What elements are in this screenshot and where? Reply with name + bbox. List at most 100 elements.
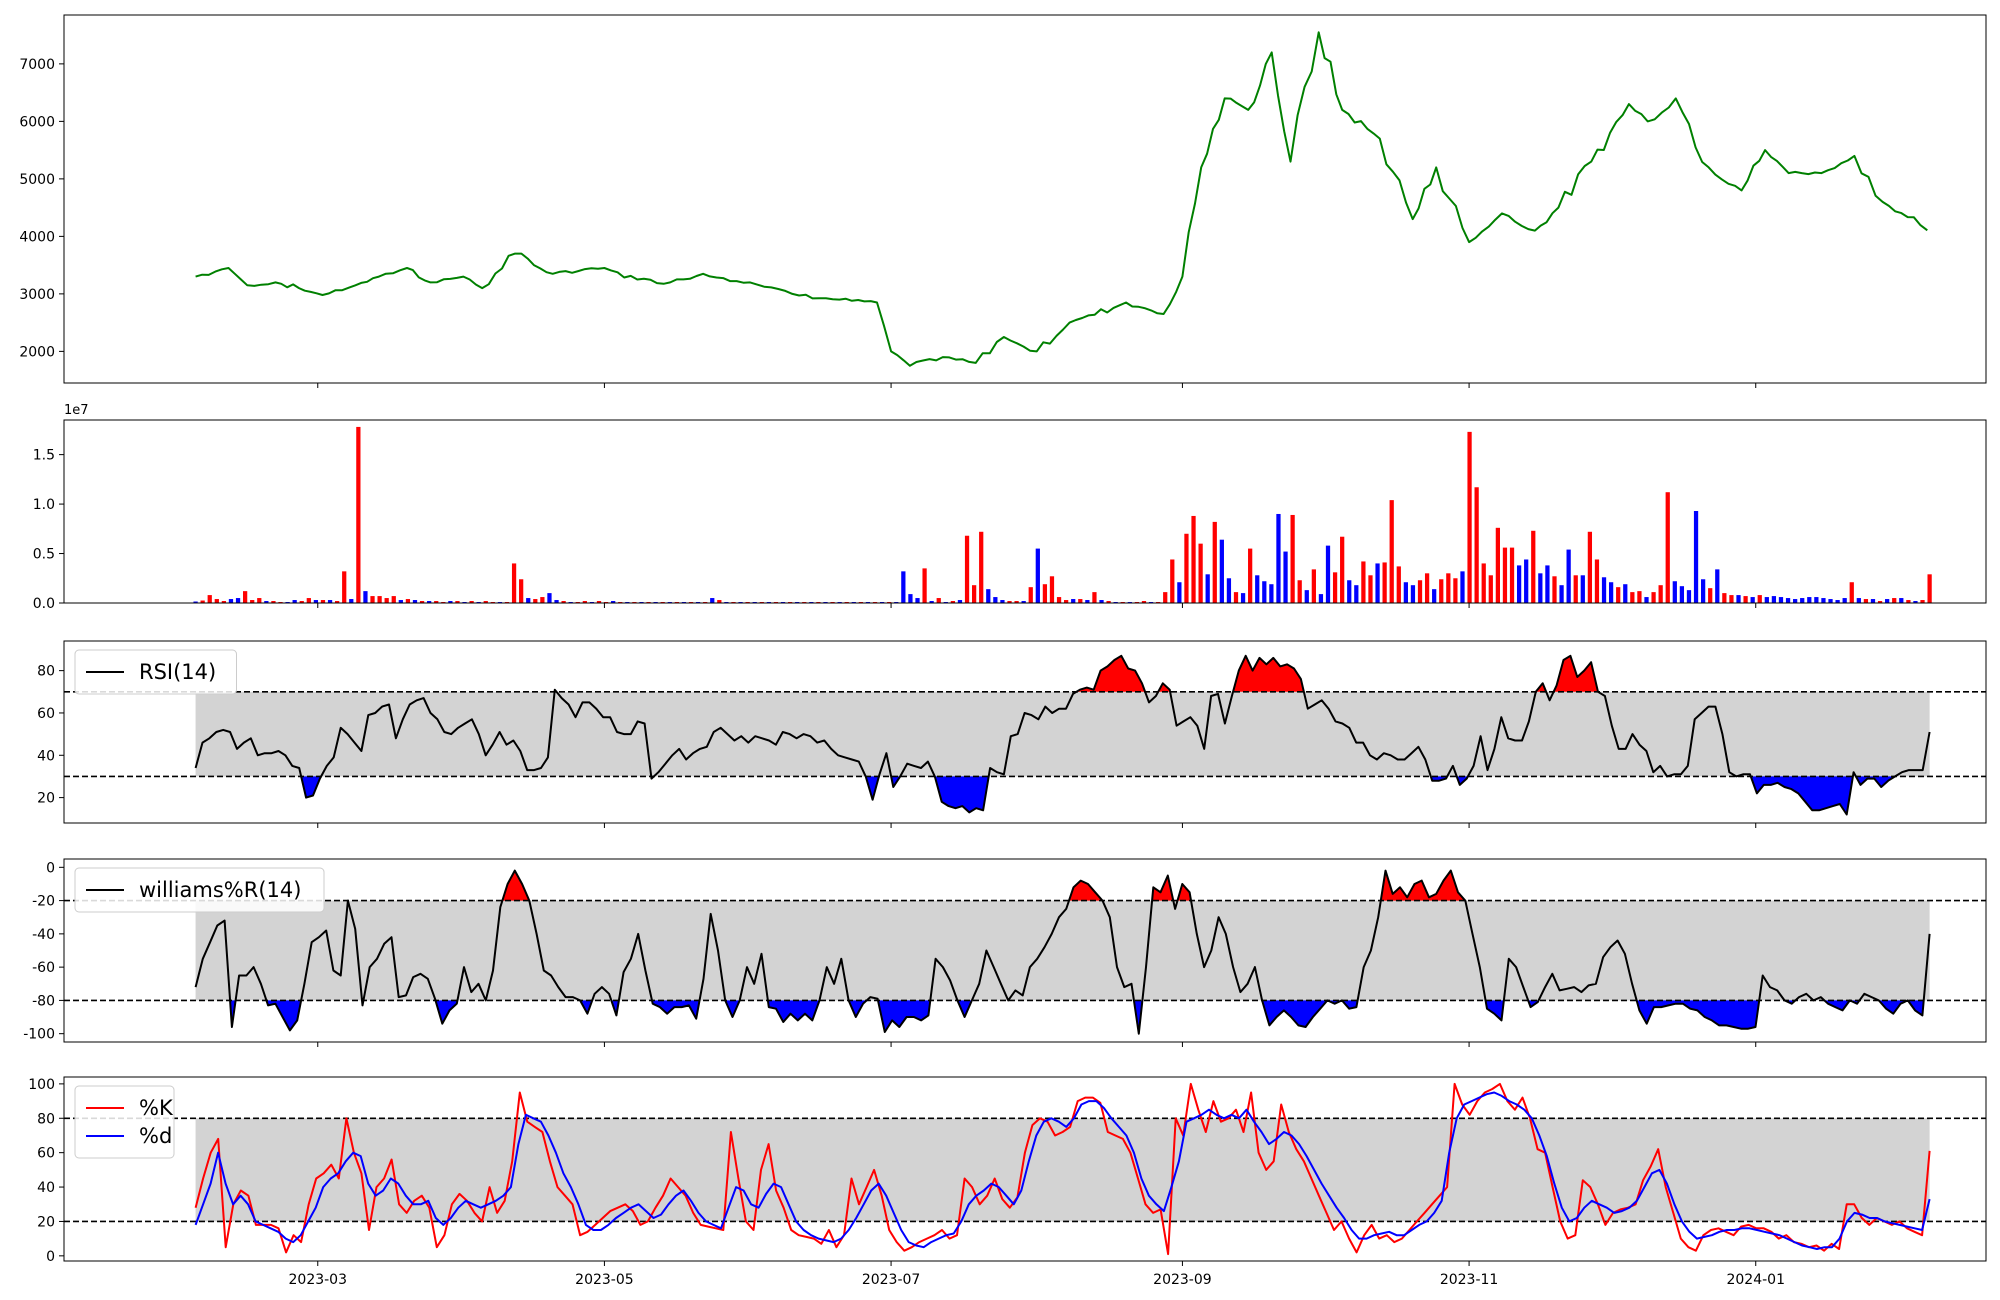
stochastic-band — [195, 1118, 1930, 1222]
rsi-y-tick-label: 60 — [37, 706, 55, 722]
volume-bar — [979, 531, 984, 603]
volume-bar — [1722, 593, 1727, 603]
volume-bar — [1877, 601, 1883, 603]
williams-y-tick-label: -20 — [32, 894, 55, 910]
stochastic-x-tick-label: 2023-05 — [575, 1272, 634, 1288]
volume-bar — [391, 596, 396, 603]
stochastic-panel-frame — [63, 1076, 1987, 1262]
volume-bar — [235, 598, 241, 603]
rsi-oversold-fill — [301, 776, 322, 798]
williams-legend-box — [74, 867, 325, 913]
price-panel-frame — [63, 14, 1987, 384]
volume-bar — [1863, 599, 1869, 603]
volume-bar — [1679, 586, 1685, 603]
volume-bar — [243, 591, 248, 603]
volume-bar — [1701, 579, 1706, 603]
volume-bar — [915, 598, 920, 603]
stochastic-y-tick-label: 60 — [37, 1146, 55, 1162]
volume-bar — [1184, 533, 1189, 603]
volume-bar — [519, 579, 524, 603]
volume-bar — [1014, 601, 1019, 603]
rsi-band — [195, 691, 1930, 777]
volume-bar — [1785, 598, 1791, 603]
volume-bar — [1849, 582, 1854, 603]
rsi-line — [194, 654, 1931, 816]
williams-line — [194, 869, 1931, 1035]
volume-bar — [1255, 575, 1260, 603]
williams-legend-label: williams%R(14) — [139, 878, 301, 902]
volume-bar — [1417, 580, 1423, 603]
rsi-oversold-fill — [865, 776, 879, 800]
volume-bar — [335, 601, 340, 603]
rsi-oversold-fill — [1855, 776, 1896, 787]
volume-bar — [1587, 531, 1593, 603]
williams-overbought-fill — [502, 870, 530, 901]
volume-bar — [1424, 573, 1430, 603]
williams-oversold-fill — [1636, 1000, 1760, 1029]
volume-bar — [1453, 578, 1458, 603]
volume-bar — [1623, 584, 1628, 603]
volume-bar — [1177, 582, 1182, 603]
volume-bar — [1340, 536, 1345, 603]
volume-bar — [1630, 592, 1635, 603]
volume-bar — [1481, 563, 1486, 603]
rsi-oversold-fill — [1430, 776, 1448, 781]
rsi-y-tick-label: 20 — [37, 791, 55, 807]
volume-bar — [957, 600, 963, 603]
volume-bar — [1049, 576, 1055, 603]
rsi-legend-box — [74, 649, 237, 695]
williams-oversold-fill — [651, 1000, 700, 1019]
price-y-tick-label: 5000 — [19, 172, 55, 188]
stochastic-x-tick-label: 2023-03 — [289, 1272, 348, 1288]
rsi-legend-label: RSI(14) — [139, 660, 216, 684]
volume-bar — [1637, 591, 1642, 603]
rsi-overbought-fill — [1076, 655, 1146, 692]
volume-bar — [1828, 599, 1833, 603]
price-line — [195, 31, 1928, 367]
williams-legend: williams%R(14) — [74, 867, 325, 913]
volume-bar — [526, 598, 531, 603]
volume-bar — [1686, 590, 1692, 603]
price-y-tick-label: 4000 — [19, 229, 55, 245]
volume-bar — [1092, 592, 1097, 603]
rsi-oversold-fill — [934, 776, 989, 813]
rsi-overbought-fill — [1158, 683, 1171, 692]
volume-bar — [356, 426, 361, 603]
volume-bar — [1163, 592, 1168, 603]
volume-bar — [1524, 559, 1529, 603]
volume-offset-label: 1e7 — [64, 403, 89, 418]
stochastic-y-tick-label: 40 — [37, 1180, 55, 1196]
volume-bar — [1757, 595, 1762, 603]
volume-bar — [1297, 580, 1302, 603]
volume-bar — [1807, 597, 1812, 603]
volume-bar — [1028, 587, 1033, 603]
volume-bar — [349, 599, 354, 603]
volume-bar — [398, 600, 403, 603]
volume-bar — [611, 601, 616, 603]
volume-bar — [1290, 514, 1295, 603]
volume-bar — [1708, 588, 1713, 603]
volume-bar — [1793, 599, 1798, 603]
volume-bar — [370, 596, 375, 603]
volume-bar — [1141, 601, 1147, 603]
volume-bar — [1170, 559, 1175, 603]
volume-bar — [327, 600, 333, 603]
volume-bar — [1672, 581, 1677, 603]
williams-overbought-fill — [1069, 880, 1103, 901]
volume-bar — [1552, 576, 1557, 603]
volume-bar — [1382, 562, 1387, 603]
volume-bar — [1191, 515, 1196, 603]
volume-bar — [540, 597, 545, 603]
volume-bar — [1927, 574, 1932, 603]
williams-y-tick-label: -100 — [23, 1027, 55, 1043]
rsi-oversold-fill — [1750, 776, 1853, 815]
volume-bar — [1750, 597, 1755, 603]
volume-bar — [1920, 600, 1925, 603]
volume-bar — [384, 598, 389, 603]
volume-bar — [264, 601, 269, 603]
volume-bar — [1460, 571, 1465, 603]
volume-bar — [1276, 513, 1281, 603]
williams-oversold-fill — [1341, 1000, 1358, 1009]
volume-bar — [1071, 599, 1076, 603]
volume-bar — [1467, 431, 1472, 603]
